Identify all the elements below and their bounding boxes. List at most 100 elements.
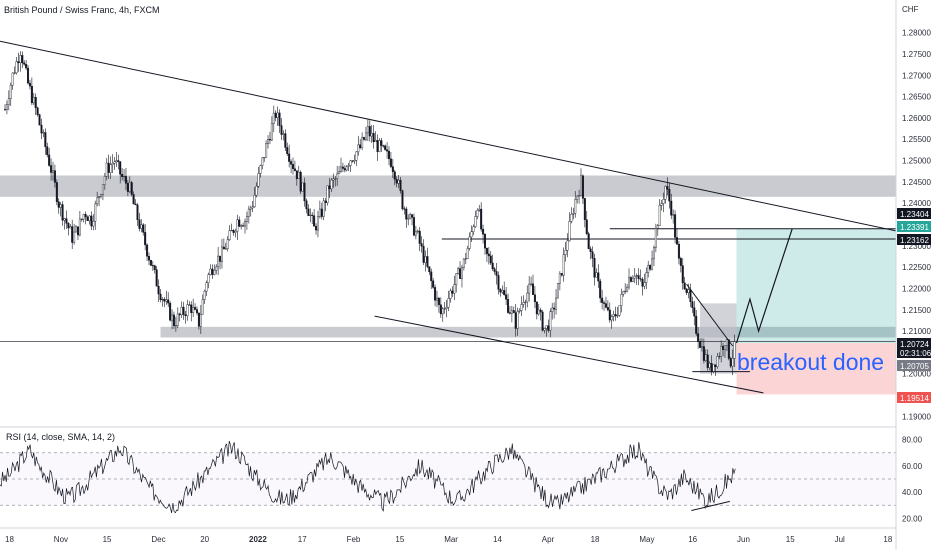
candle-body xyxy=(295,170,298,180)
candle-body xyxy=(111,163,114,166)
candle-body xyxy=(199,313,202,327)
candle-body xyxy=(459,268,462,279)
candle-body xyxy=(215,266,218,271)
candle-body xyxy=(21,55,24,64)
price-tick-label: 1.25500 xyxy=(902,135,931,144)
target-box xyxy=(736,228,896,344)
candle-body xyxy=(328,185,331,190)
candle-body xyxy=(714,364,717,367)
candle-body xyxy=(303,182,306,202)
candle-body xyxy=(167,299,170,304)
candle-body xyxy=(140,224,143,229)
candle-body xyxy=(59,204,62,208)
candle-body xyxy=(388,150,391,160)
candle-body xyxy=(25,63,28,69)
candle-body xyxy=(374,140,377,143)
candle-body xyxy=(290,161,293,165)
candle-body xyxy=(581,175,584,199)
price-label-box xyxy=(897,208,931,219)
candle-body xyxy=(647,265,650,273)
candle-body xyxy=(130,182,133,195)
upper-trendline xyxy=(0,40,897,232)
candle-body xyxy=(409,214,412,219)
candle-body xyxy=(679,258,682,266)
candle-body xyxy=(286,147,289,155)
candle-body xyxy=(704,354,707,361)
time-tick-label: 18 xyxy=(5,535,14,544)
price-label-text: 1.23404 xyxy=(900,210,929,219)
candle-body xyxy=(38,114,41,126)
candle-body xyxy=(407,217,410,220)
candle-body xyxy=(633,275,636,279)
candle-body xyxy=(505,294,508,300)
resistance-zone xyxy=(0,175,896,197)
candle-body xyxy=(687,289,690,293)
candle-body xyxy=(84,214,87,218)
candle-body xyxy=(628,277,631,288)
candle-body xyxy=(434,287,437,301)
candle-body xyxy=(44,132,47,147)
candle-body xyxy=(389,158,392,167)
candle-body xyxy=(153,265,156,270)
candle-body xyxy=(42,132,45,134)
candle-body xyxy=(307,208,310,216)
candle-body xyxy=(493,268,496,272)
price-tick-label: 1.26000 xyxy=(902,114,931,123)
candle-body xyxy=(710,363,713,372)
candle-body xyxy=(697,333,700,342)
rsi-tick-label: 80.00 xyxy=(902,436,923,445)
candle-body xyxy=(662,199,665,204)
candle-body xyxy=(533,294,536,303)
candle-body xyxy=(272,112,275,124)
candle-body xyxy=(639,278,642,280)
candle-body xyxy=(82,214,85,220)
candle-body xyxy=(416,230,419,233)
candle-body xyxy=(424,256,427,263)
candle-body xyxy=(282,133,285,135)
candle-body xyxy=(593,258,596,278)
candle-body xyxy=(55,182,58,202)
candle-body xyxy=(107,162,110,173)
candle-body xyxy=(631,277,634,282)
candle-body xyxy=(132,194,135,205)
candle-body xyxy=(364,132,367,140)
candle-body xyxy=(243,221,246,227)
candle-body xyxy=(510,310,513,314)
candle-body xyxy=(203,290,206,300)
candle-body xyxy=(443,308,446,310)
candle-body xyxy=(405,208,408,220)
projection-path xyxy=(735,228,793,344)
candle-body xyxy=(90,215,93,227)
candle-body xyxy=(174,325,177,327)
price-tick-label: 1.20000 xyxy=(902,370,931,379)
candle-body xyxy=(207,274,210,283)
candle-body xyxy=(197,312,200,327)
candle-body xyxy=(651,258,654,270)
candle-body xyxy=(209,268,212,275)
time-tick-label: May xyxy=(639,535,654,544)
candle-body xyxy=(702,346,705,361)
time-tick-label: Dec xyxy=(151,535,165,544)
support-resistance-zones xyxy=(0,175,896,374)
candle-body xyxy=(437,297,440,305)
candle-body xyxy=(40,124,43,134)
candle-body xyxy=(159,293,162,300)
rsi-tick-label: 40.00 xyxy=(902,488,923,497)
candle-body xyxy=(292,164,295,169)
rsi-divergence-line xyxy=(691,500,730,512)
candle-body xyxy=(176,313,179,326)
candle-body xyxy=(614,314,617,317)
candle-body xyxy=(411,214,414,218)
candle-body xyxy=(608,309,611,321)
candle-body xyxy=(656,225,659,229)
candle-body xyxy=(161,299,164,301)
candle-body xyxy=(447,298,450,308)
candle-body xyxy=(733,341,736,359)
candle-body xyxy=(712,364,715,372)
candle-body xyxy=(224,248,227,250)
candle-body xyxy=(247,208,250,217)
candle-body xyxy=(681,265,684,284)
candle-body xyxy=(543,328,546,331)
candle-body xyxy=(311,214,314,216)
